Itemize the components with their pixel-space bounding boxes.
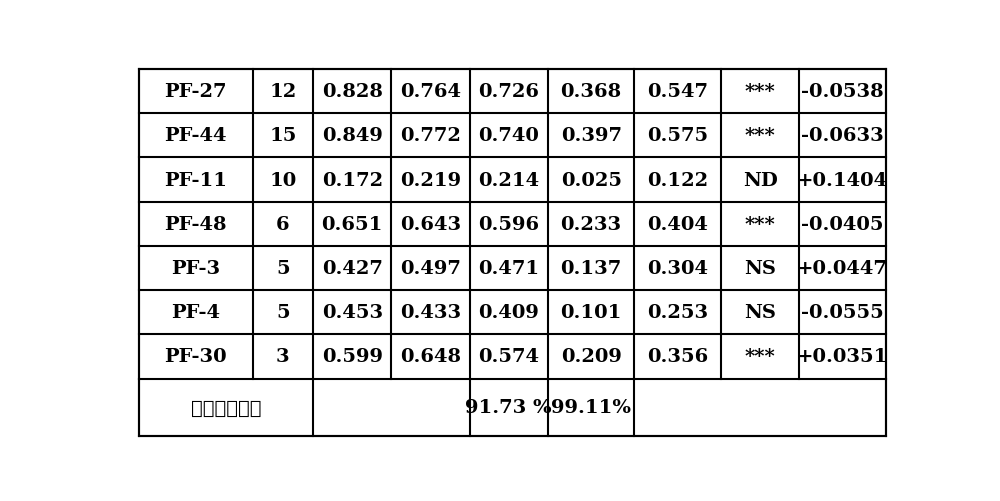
Text: 0.253: 0.253 <box>647 304 708 322</box>
Text: 0.172: 0.172 <box>322 171 383 189</box>
Text: 0.596: 0.596 <box>478 215 539 233</box>
Text: 0.368: 0.368 <box>561 83 622 101</box>
Text: -0.0538: -0.0538 <box>801 83 884 101</box>
Text: 0.547: 0.547 <box>647 83 708 101</box>
Text: 0.651: 0.651 <box>322 215 383 233</box>
Text: 0.304: 0.304 <box>647 260 708 278</box>
Text: NS: NS <box>744 304 776 322</box>
Text: 0.726: 0.726 <box>478 83 539 101</box>
Text: ***: *** <box>745 348 776 366</box>
Text: 0.828: 0.828 <box>322 83 383 101</box>
Text: ***: *** <box>745 127 776 145</box>
Text: 91.73 %: 91.73 % <box>465 399 552 416</box>
Text: 10: 10 <box>269 171 296 189</box>
Text: 0.137: 0.137 <box>561 260 622 278</box>
Text: 0.433: 0.433 <box>400 304 461 322</box>
Text: -0.0405: -0.0405 <box>801 215 884 233</box>
Text: 0.599: 0.599 <box>322 348 383 366</box>
Text: PF-4: PF-4 <box>171 304 220 322</box>
Text: 0.772: 0.772 <box>400 127 461 145</box>
Text: 0.219: 0.219 <box>400 171 461 189</box>
Text: PF-11: PF-11 <box>164 171 227 189</box>
Text: 0.397: 0.397 <box>561 127 622 145</box>
Text: 99.11%: 99.11% <box>551 399 631 416</box>
Text: 0.101: 0.101 <box>560 304 622 322</box>
Text: 0.025: 0.025 <box>561 171 622 189</box>
Text: 0.849: 0.849 <box>322 127 383 145</box>
Text: 0.643: 0.643 <box>400 215 461 233</box>
Text: NS: NS <box>744 260 776 278</box>
Text: 5: 5 <box>276 260 290 278</box>
Text: 0.214: 0.214 <box>478 171 539 189</box>
Text: PF-3: PF-3 <box>171 260 220 278</box>
Text: 0.427: 0.427 <box>322 260 383 278</box>
Text: 0.575: 0.575 <box>647 127 708 145</box>
Text: 0.409: 0.409 <box>478 304 539 322</box>
Text: 12: 12 <box>269 83 296 101</box>
Text: 6: 6 <box>276 215 290 233</box>
Text: 0.209: 0.209 <box>561 348 622 366</box>
Text: 0.764: 0.764 <box>400 83 461 101</box>
Text: 0.356: 0.356 <box>647 348 708 366</box>
Text: 0.648: 0.648 <box>400 348 461 366</box>
Text: 0.740: 0.740 <box>478 127 539 145</box>
Text: +0.0351: +0.0351 <box>797 348 888 366</box>
Text: ***: *** <box>745 83 776 101</box>
Text: -0.0633: -0.0633 <box>801 127 884 145</box>
Text: 3: 3 <box>276 348 290 366</box>
Text: 0.471: 0.471 <box>478 260 539 278</box>
Text: 0.574: 0.574 <box>478 348 539 366</box>
Text: 0.233: 0.233 <box>561 215 622 233</box>
Text: 0.453: 0.453 <box>322 304 383 322</box>
Text: ND: ND <box>743 171 778 189</box>
Text: 0.404: 0.404 <box>647 215 708 233</box>
Text: +0.0447: +0.0447 <box>797 260 888 278</box>
Text: 0.497: 0.497 <box>400 260 461 278</box>
Text: PF-30: PF-30 <box>164 348 227 366</box>
Text: +0.1404: +0.1404 <box>797 171 888 189</box>
Text: 0.122: 0.122 <box>647 171 708 189</box>
Text: PF-27: PF-27 <box>164 83 227 101</box>
Text: PF-44: PF-44 <box>164 127 227 145</box>
Text: 5: 5 <box>276 304 290 322</box>
Text: -0.0555: -0.0555 <box>801 304 884 322</box>
Text: 15: 15 <box>269 127 297 145</box>
Text: ***: *** <box>745 215 776 233</box>
Text: 累计排除概率: 累计排除概率 <box>191 398 261 417</box>
Text: PF-48: PF-48 <box>164 215 227 233</box>
